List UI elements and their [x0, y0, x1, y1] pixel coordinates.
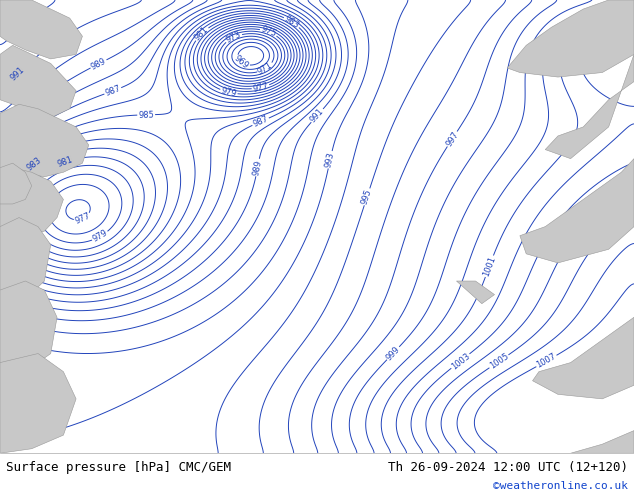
Text: 991: 991	[9, 65, 26, 83]
Text: 985: 985	[138, 110, 154, 120]
Text: 1007: 1007	[535, 352, 558, 370]
Text: 999: 999	[384, 344, 402, 362]
Text: 979: 979	[91, 228, 109, 244]
Text: 983: 983	[25, 155, 44, 172]
Text: Surface pressure [hPa] CMC/GEM: Surface pressure [hPa] CMC/GEM	[6, 462, 231, 474]
Text: Th 26-09-2024 12:00 UTC (12+120): Th 26-09-2024 12:00 UTC (12+120)	[387, 462, 628, 474]
Text: 981: 981	[56, 155, 74, 169]
Text: 995: 995	[360, 188, 374, 206]
Polygon shape	[0, 354, 76, 453]
Text: 997: 997	[444, 130, 460, 148]
Polygon shape	[0, 163, 32, 204]
Text: 991: 991	[309, 107, 326, 124]
Text: 973: 973	[224, 30, 243, 45]
Text: ©weatheronline.co.uk: ©weatheronline.co.uk	[493, 481, 628, 490]
Polygon shape	[456, 281, 495, 304]
Text: 981: 981	[193, 25, 210, 43]
Text: 1005: 1005	[488, 352, 510, 371]
Polygon shape	[0, 104, 89, 177]
Text: 983: 983	[283, 14, 301, 30]
Text: 979: 979	[220, 86, 238, 98]
Text: 969: 969	[233, 54, 250, 71]
Text: 987: 987	[252, 114, 269, 129]
Polygon shape	[0, 218, 51, 299]
Text: 989: 989	[252, 159, 264, 176]
Polygon shape	[520, 159, 634, 263]
Text: 987: 987	[104, 84, 122, 98]
Text: 975: 975	[259, 25, 278, 39]
Polygon shape	[0, 0, 82, 59]
Text: 977: 977	[74, 211, 92, 226]
Polygon shape	[545, 54, 634, 159]
Polygon shape	[571, 431, 634, 453]
Text: 977: 977	[252, 81, 269, 94]
Polygon shape	[533, 318, 634, 399]
Text: 971: 971	[256, 61, 275, 77]
Text: 989: 989	[89, 56, 108, 72]
Text: 1001: 1001	[481, 255, 497, 278]
Text: 993: 993	[324, 151, 336, 169]
Polygon shape	[0, 168, 63, 236]
Polygon shape	[0, 46, 76, 118]
Polygon shape	[0, 281, 57, 367]
Text: 1003: 1003	[450, 351, 472, 371]
Polygon shape	[507, 0, 634, 77]
